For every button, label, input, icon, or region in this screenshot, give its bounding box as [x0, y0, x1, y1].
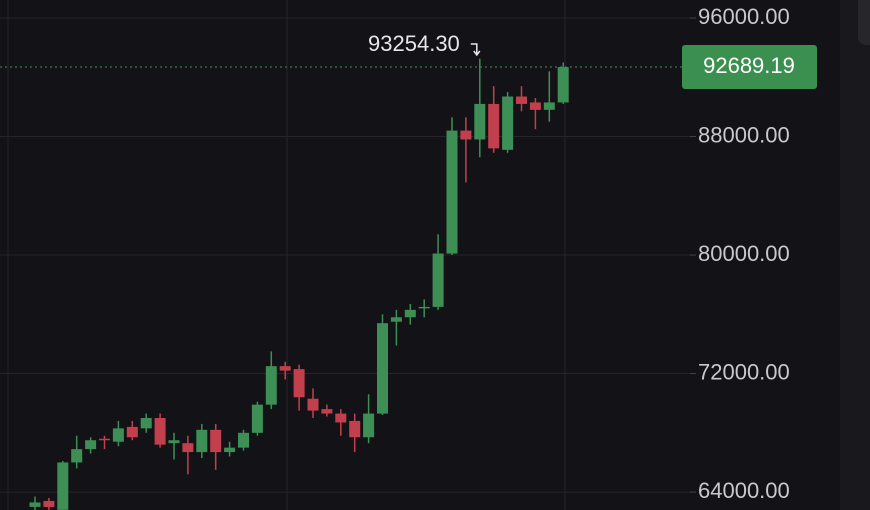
candle-body	[126, 426, 138, 438]
candle-body	[57, 462, 69, 510]
last-price-label: 92689.19	[703, 53, 795, 78]
candle-body	[377, 323, 388, 414]
candle-body	[404, 309, 416, 318]
candle-body	[474, 103, 486, 140]
candle-body	[293, 369, 305, 398]
candle-body	[418, 306, 430, 309]
candle-body	[85, 440, 97, 450]
candle-body	[140, 418, 152, 429]
candle-body	[543, 102, 555, 110]
candle-body	[182, 443, 194, 453]
candle-body	[446, 130, 458, 254]
grid	[0, 17, 690, 493]
high-annotation: 93254.30	[368, 31, 460, 56]
candle-body	[529, 102, 541, 110]
candle-body	[363, 413, 375, 438]
candle-body	[196, 429, 208, 453]
candle-body	[516, 96, 527, 104]
candle-body	[154, 418, 166, 445]
candle-body	[210, 429, 222, 453]
y-tick-label: 80000.00	[698, 241, 790, 266]
candle-body	[321, 409, 333, 414]
candle-body	[43, 500, 55, 507]
plot-area	[29, 58, 569, 510]
candle-body	[460, 130, 472, 140]
y-tick-label: 88000.00	[698, 122, 790, 147]
candle-body	[265, 366, 277, 405]
candle-body	[432, 253, 444, 307]
candle-body	[168, 440, 180, 444]
candle-body	[390, 317, 402, 322]
candle-body	[29, 502, 41, 507]
last-price-box	[682, 45, 817, 90]
price-axis: 96000.00 88000.00 80000.00 72000.00 64000.00	[690, 4, 790, 503]
candle-body	[71, 449, 83, 463]
y-tick-label: 64000.00	[698, 478, 790, 503]
side-button[interactable]	[858, 0, 870, 45]
candle-body	[99, 438, 110, 441]
candle-body	[335, 413, 347, 423]
candle-body	[238, 432, 249, 448]
candle-body	[279, 366, 291, 371]
y-tick-label: 72000.00	[698, 359, 790, 384]
candle-body	[502, 96, 514, 150]
candle-body	[251, 404, 263, 433]
candle-body	[112, 428, 124, 442]
high-annotation-arrow	[470, 43, 481, 57]
candle-body	[557, 67, 569, 103]
side-panel	[840, 0, 870, 510]
candle-body	[307, 398, 319, 411]
y-tick-label: 96000.00	[698, 4, 790, 29]
candle-body	[224, 447, 236, 453]
candle-body	[349, 420, 361, 438]
candle-body	[488, 103, 500, 149]
